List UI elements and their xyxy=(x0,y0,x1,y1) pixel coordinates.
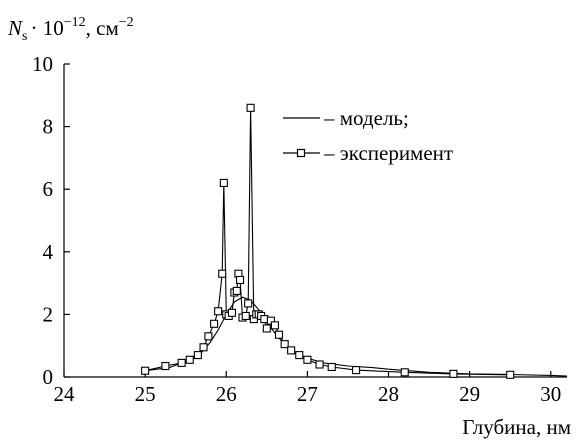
y-axis-label-symbol: N xyxy=(7,16,23,40)
series-1-point-36 xyxy=(327,362,336,372)
x-tick-label-4: 28 xyxy=(378,382,399,406)
x-axis-label: Глубина, нм xyxy=(462,415,571,439)
series-1-point-32 xyxy=(287,346,296,355)
series-1-point-7 xyxy=(210,319,219,328)
series-1-point-20 xyxy=(244,299,253,308)
y-axis-label-factor: · 10 xyxy=(30,16,63,40)
y-tick-label-0: 0 xyxy=(43,365,54,389)
legend-label-model: – модель; xyxy=(323,106,409,130)
y-tick-label-4: 8 xyxy=(43,115,54,139)
series-1-point-31 xyxy=(280,340,289,349)
series-1-point-6 xyxy=(204,332,213,341)
y-tick-label-5: 10 xyxy=(32,52,53,76)
series-1-point-27 xyxy=(262,324,271,333)
series-1-point-0 xyxy=(141,366,150,375)
x-tick-label-1: 25 xyxy=(135,382,156,406)
x-tick-label-5: 29 xyxy=(459,382,480,406)
series-1-point-29 xyxy=(270,321,279,330)
x-tick-label-0: 24 xyxy=(54,382,76,406)
series-layer xyxy=(141,103,568,379)
y-tick-label-3: 6 xyxy=(43,177,54,201)
series-1-point-38 xyxy=(400,368,409,377)
y-axis-label-exponent: −12 xyxy=(64,15,86,30)
y-axis-label-unit: , см xyxy=(86,16,119,40)
series-1-point-35 xyxy=(315,360,324,369)
series-1-point-8 xyxy=(214,307,223,316)
legend-marker-experiment xyxy=(296,148,306,158)
series-1-point-2 xyxy=(177,358,186,367)
series-1-point-19 xyxy=(241,311,250,321)
series-1-point-28 xyxy=(266,316,275,325)
series-1-point-1 xyxy=(161,361,170,371)
series-1-point-40 xyxy=(506,370,515,379)
legend-label-experiment: – эксперимент xyxy=(323,141,453,165)
y-tick-label-2: 4 xyxy=(43,240,54,264)
series-1-point-33 xyxy=(295,351,304,360)
series-1-point-3 xyxy=(185,355,194,364)
y-axis-label-subscript: s xyxy=(22,29,27,44)
series-1-point-17 xyxy=(236,275,245,285)
x-tick-label-3: 27 xyxy=(297,382,318,406)
x-tick-label-2: 26 xyxy=(216,382,237,406)
series-1-point-34 xyxy=(303,355,312,364)
x-tick-label-6: 30 xyxy=(540,382,561,406)
series-1-point-9 xyxy=(218,269,227,278)
series-1-point-5 xyxy=(199,343,208,352)
series-1-point-15 xyxy=(232,286,241,295)
y-axis-label: Ns · 10−12, см−2 xyxy=(7,15,134,44)
series-1-point-30 xyxy=(274,330,284,339)
series-1-point-13 xyxy=(227,308,236,317)
series-1-point-39 xyxy=(449,369,458,378)
series-1-point-37 xyxy=(352,366,361,375)
series-1-point-21 xyxy=(246,103,255,112)
y-axis-label-unit-exponent: −2 xyxy=(119,15,134,30)
legend: – модель; – эксперимент xyxy=(283,106,453,165)
series-1-point-10 xyxy=(219,178,228,187)
y-tick-label-1: 2 xyxy=(43,302,54,326)
series-1-point-4 xyxy=(193,351,202,360)
